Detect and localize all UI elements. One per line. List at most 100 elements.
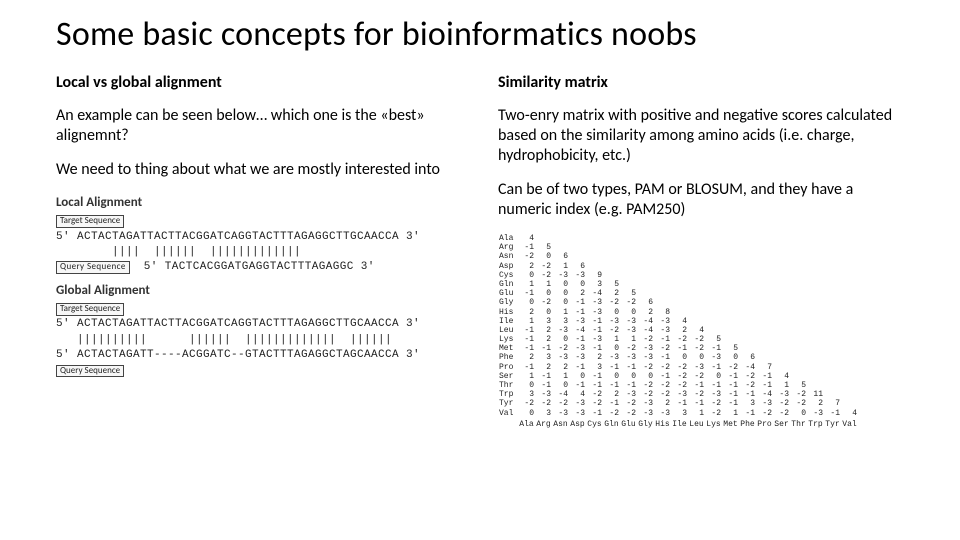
matrix-cell: -1: [671, 399, 688, 408]
matrix-cell: 0: [603, 344, 620, 353]
matrix-cell: -1: [518, 344, 535, 353]
matrix-cell: 3: [552, 317, 569, 326]
matrix-cell: -1: [518, 243, 535, 252]
matrix-row-label: Gly: [498, 298, 518, 307]
matrix-cell: 0: [620, 308, 637, 317]
matrix-cell: 0: [552, 280, 569, 289]
matrix-row-label: Glu: [498, 289, 518, 298]
local-target-seq: 5' ACTACTAGATTACTTACGGATCAGGTACTTTAGAGGC…: [56, 230, 462, 245]
matrix-cell: -2: [586, 399, 603, 408]
matrix-cell: 2: [518, 262, 535, 271]
matrix-cell: -1: [824, 409, 841, 418]
matrix-row-label: Asp: [498, 262, 518, 271]
matrix-cell: -3: [603, 317, 620, 326]
matrix-row-label: Met: [498, 344, 518, 353]
matrix-cell: -3: [637, 399, 654, 408]
matrix-cell: -3: [654, 317, 671, 326]
matrix-cell: -2: [756, 409, 773, 418]
matrix-cell: -3: [654, 409, 671, 418]
matrix-cell: -3: [586, 335, 603, 344]
matrix-cell: -2: [671, 372, 688, 381]
matrix-cell: -1: [586, 372, 603, 381]
matrix-cell: 2: [569, 289, 586, 298]
target-sequence-label: Target Sequence: [56, 215, 124, 228]
matrix-cell: 1: [518, 280, 535, 289]
left-column: Local vs global alignment An example can…: [56, 73, 462, 429]
matrix-cell: 5: [620, 289, 637, 298]
global-target-seq: 5' ACTACTAGATTACTTACGGATCAGGTACTTTAGAGGC…: [56, 317, 462, 332]
matrix-cell: -3: [569, 344, 586, 353]
matrix-cell: 3: [586, 280, 603, 289]
matrix-cell: -2: [722, 363, 739, 372]
matrix-cell: 4: [688, 326, 705, 335]
matrix-cell: 0: [552, 381, 569, 390]
matrix-cell: -3: [637, 353, 654, 362]
matrix-cell: 3: [586, 363, 603, 372]
matrix-cell: -3: [807, 409, 824, 418]
matrix-cell: 0: [552, 298, 569, 307]
matrix-cell: -1: [705, 381, 722, 390]
matrix-cell: -2: [654, 344, 671, 353]
matrix-cell: 4: [773, 372, 790, 381]
matrix-cell: -3: [586, 298, 603, 307]
matrix-col-label: Phe: [739, 418, 756, 429]
matrix-cell: -4: [756, 390, 773, 399]
matrix-row-label: Arg: [498, 243, 518, 252]
matrix-cell: 0: [722, 353, 739, 362]
matrix-cell: -2: [637, 381, 654, 390]
matrix-cell: -3: [569, 409, 586, 418]
matrix-cell: -2: [688, 344, 705, 353]
matrix-cell: -2: [535, 271, 552, 280]
matrix-cell: 0: [790, 409, 807, 418]
matrix-cell: 2: [535, 335, 552, 344]
matrix-cell: 2: [535, 326, 552, 335]
matrix-cell: 5: [603, 280, 620, 289]
matrix-cell: -2: [671, 363, 688, 372]
matrix-cell: -1: [569, 335, 586, 344]
matrix-cell: -2: [654, 363, 671, 372]
matrix-col-label: Val: [841, 418, 858, 429]
matrix-row-label: Tyr: [498, 399, 518, 408]
matrix-cell: 0: [518, 298, 535, 307]
matrix-cell: 0: [518, 271, 535, 280]
query-sequence-label: Query Sequence: [56, 365, 124, 378]
matrix-cell: 0: [569, 280, 586, 289]
matrix-cell: -1: [654, 372, 671, 381]
matrix-cell: -1: [535, 372, 552, 381]
matrix-row-label: Pro: [498, 363, 518, 372]
left-para-1: An example can be seen below… which one …: [56, 106, 462, 146]
matrix-cell: -1: [739, 390, 756, 399]
matrix-cell: 0: [535, 252, 552, 261]
matrix-cell: 1: [722, 409, 739, 418]
matrix-cell: -3: [552, 326, 569, 335]
matrix-cell: -1: [569, 308, 586, 317]
matrix-cell: -3: [569, 271, 586, 280]
matrix-cell: -2: [535, 399, 552, 408]
matrix-cell: -2: [790, 390, 807, 399]
local-match-bars: |||| |||||| |||||||||||||: [56, 245, 462, 260]
matrix-col-label: Gln: [603, 418, 620, 429]
matrix-row-label: Val: [498, 409, 518, 418]
matrix-cell: -4: [739, 363, 756, 372]
matrix-cell: 5: [705, 335, 722, 344]
matrix-cell: -3: [620, 326, 637, 335]
matrix-cell: -1: [722, 381, 739, 390]
matrix-cell: -2: [518, 252, 535, 261]
matrix-cell: 7: [756, 363, 773, 372]
matrix-cell: -3: [586, 308, 603, 317]
matrix-cell: -1: [739, 409, 756, 418]
matrix-cell: -4: [637, 326, 654, 335]
matrix-cell: -2: [688, 372, 705, 381]
matrix-cell: 4: [518, 234, 535, 243]
matrix-cell: -3: [569, 353, 586, 362]
matrix-cell: -1: [654, 335, 671, 344]
matrix-cell: 9: [586, 271, 603, 280]
matrix-cell: -1: [569, 298, 586, 307]
matrix-cell: -1: [586, 317, 603, 326]
matrix-cell: -1: [705, 363, 722, 372]
matrix-cell: -2: [637, 390, 654, 399]
matrix-col-label: Trp: [807, 418, 824, 429]
matrix-cell: 6: [739, 353, 756, 362]
matrix-cell: 0: [552, 289, 569, 298]
matrix-cell: 1: [773, 381, 790, 390]
